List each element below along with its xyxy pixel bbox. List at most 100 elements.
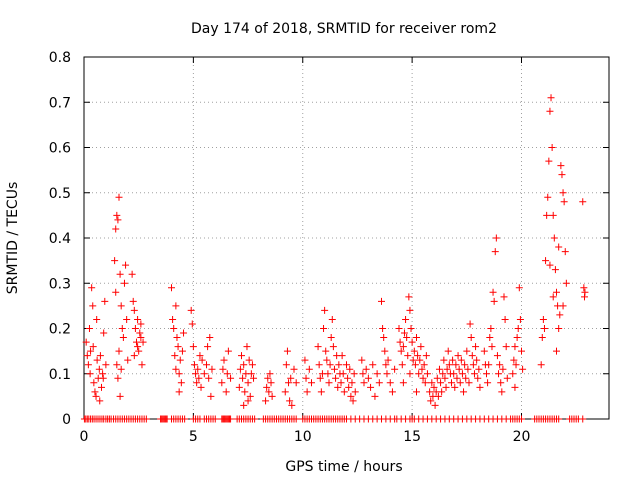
- data-point: [138, 361, 146, 369]
- data-point: [440, 356, 448, 364]
- data-point: [375, 379, 383, 387]
- data-point: [373, 370, 381, 378]
- data-point: [344, 374, 352, 382]
- y-tick-label: 0.4: [49, 231, 71, 247]
- data-point: [539, 315, 547, 323]
- data-point: [172, 302, 180, 310]
- data-point: [264, 374, 272, 382]
- data-point: [430, 383, 438, 391]
- data-point: [371, 392, 379, 400]
- data-point: [203, 361, 210, 369]
- data-point: [512, 361, 520, 369]
- data-point: [403, 334, 411, 342]
- data-point: [282, 361, 290, 369]
- data-point: [369, 361, 377, 369]
- data-point: [491, 248, 499, 256]
- data-point: [428, 379, 436, 387]
- data-point: [449, 356, 457, 364]
- y-tick-label: 0: [62, 412, 71, 428]
- data-point: [399, 379, 407, 387]
- zero-point: [211, 415, 219, 423]
- data-point: [548, 144, 556, 151]
- zero-point: [518, 415, 525, 423]
- data-point: [498, 388, 506, 396]
- data-point: [442, 383, 450, 391]
- data-point: [351, 388, 359, 396]
- data-point: [450, 370, 458, 378]
- data-point: [240, 401, 248, 409]
- data-point: [419, 374, 427, 382]
- data-point: [98, 383, 105, 391]
- x-axis: 0 5 10 15 20: [80, 57, 530, 445]
- data-point: [116, 392, 124, 400]
- data-point: [468, 352, 476, 360]
- y-tick-label: 0.2: [49, 322, 71, 338]
- data-point: [86, 370, 94, 378]
- data-point: [413, 388, 420, 396]
- data-point: [305, 365, 313, 373]
- data-point: [222, 388, 230, 396]
- data-point: [246, 392, 254, 400]
- x-tick-label: 15: [403, 429, 421, 445]
- data-point: [113, 361, 121, 369]
- data-point: [290, 365, 298, 373]
- data-point: [398, 361, 406, 369]
- data-point: [476, 383, 484, 391]
- data-point: [406, 306, 414, 314]
- data-point: [117, 302, 125, 310]
- data-point: [223, 370, 231, 378]
- data-point: [339, 370, 347, 378]
- data-point: [560, 198, 568, 206]
- data-point: [117, 365, 125, 373]
- data-point: [324, 370, 332, 378]
- data-point: [433, 374, 441, 382]
- data-point: [460, 388, 468, 396]
- data-point: [263, 383, 271, 391]
- data-point: [553, 288, 560, 296]
- data-point: [509, 370, 517, 378]
- data-point: [247, 370, 255, 378]
- data-point: [379, 325, 387, 332]
- data-point: [406, 370, 414, 378]
- data-point: [90, 379, 98, 387]
- data-point: [200, 370, 208, 378]
- data-point: [420, 361, 428, 369]
- x-axis-title: GPS time / hours: [285, 459, 402, 475]
- data-point: [362, 365, 370, 373]
- data-point: [410, 347, 418, 355]
- data-point: [102, 361, 110, 369]
- data-point: [137, 320, 145, 328]
- data-point: [96, 352, 104, 360]
- data-point: [465, 379, 473, 387]
- data-point: [550, 234, 558, 242]
- data-point: [326, 361, 334, 369]
- data-point: [236, 365, 244, 373]
- data-point: [93, 315, 101, 323]
- data-point: [235, 383, 243, 391]
- data-point: [287, 374, 295, 382]
- data-point: [91, 388, 99, 396]
- data-point: [500, 293, 508, 301]
- data-point: [343, 361, 350, 369]
- data-point: [579, 198, 587, 206]
- data-point: [549, 293, 557, 301]
- data-point: [411, 361, 419, 369]
- data-points: [82, 94, 589, 409]
- data-point: [451, 383, 459, 391]
- data-point: [492, 234, 500, 242]
- data-point: [288, 401, 296, 409]
- data-point: [93, 356, 101, 364]
- data-point: [188, 320, 196, 328]
- data-point: [470, 370, 478, 378]
- data-point: [495, 370, 503, 378]
- data-point: [499, 365, 507, 373]
- data-point: [426, 388, 434, 396]
- data-point: [204, 343, 212, 351]
- data-point: [122, 261, 130, 269]
- data-point: [193, 379, 201, 387]
- data-point: [120, 279, 128, 287]
- data-point: [547, 94, 555, 102]
- data-point: [463, 347, 471, 355]
- data-point: [283, 347, 291, 355]
- data-point: [187, 306, 195, 314]
